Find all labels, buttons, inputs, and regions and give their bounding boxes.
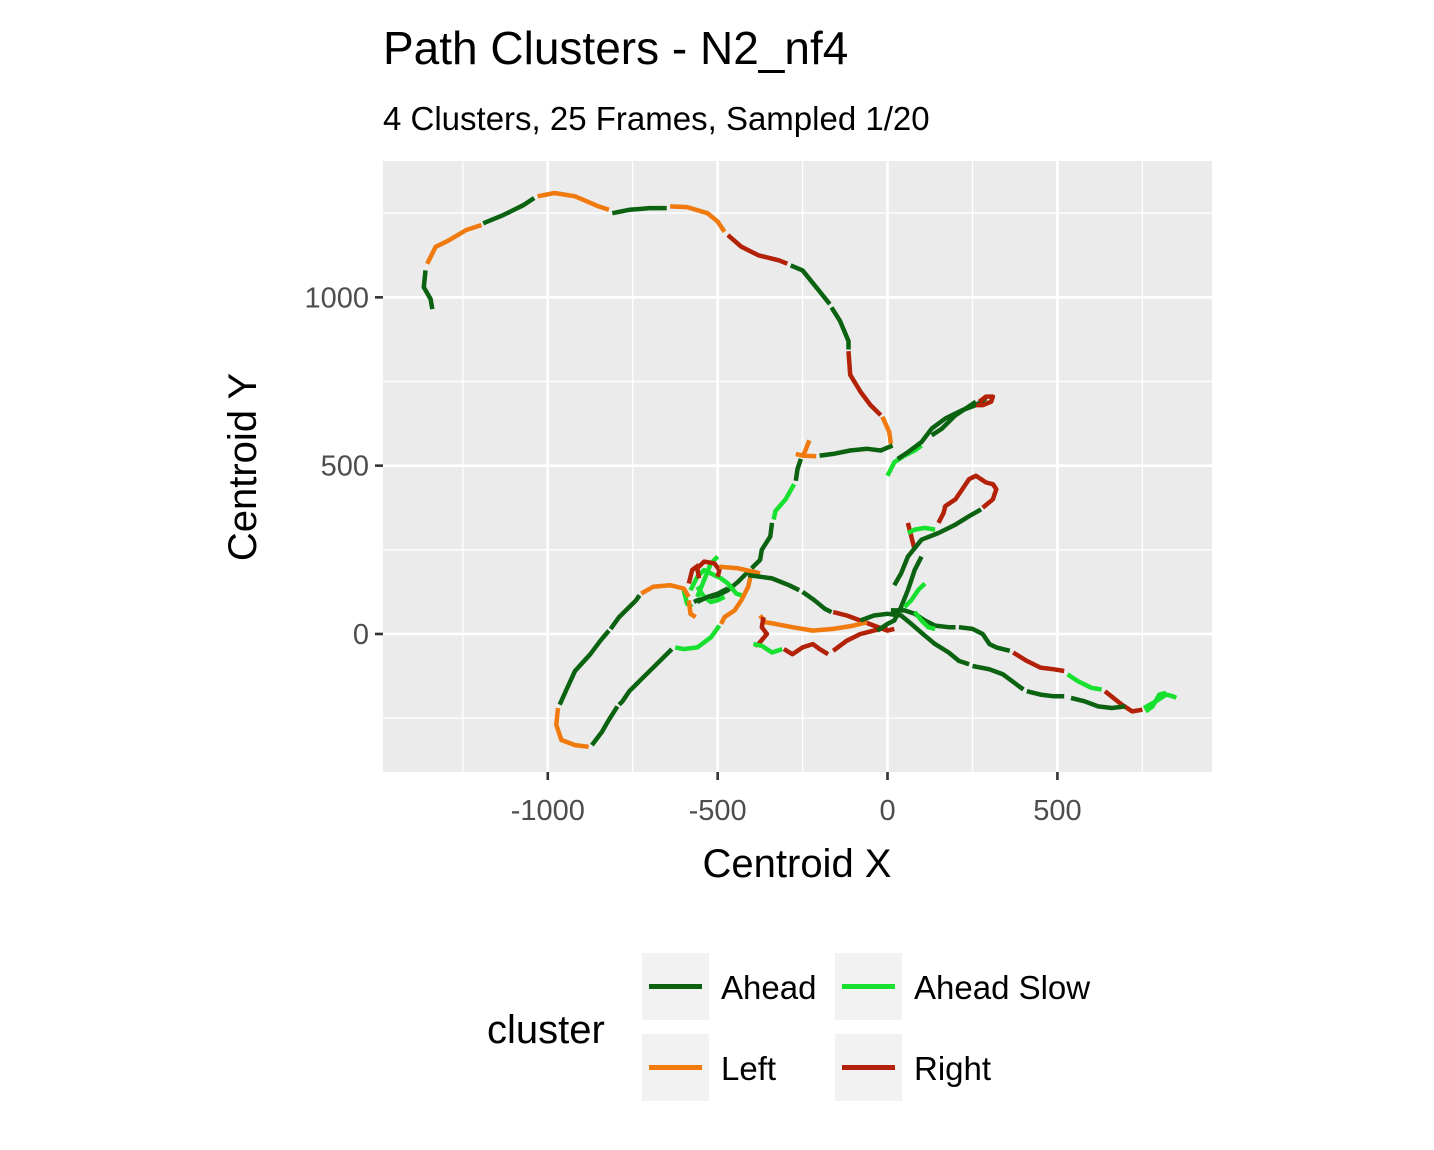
legend-title: cluster: [487, 1008, 605, 1052]
path-segment-ahead: [747, 572, 801, 593]
path-segment-ahead-slow: [674, 624, 722, 652]
x-axis-title: Centroid X: [703, 842, 892, 886]
path-segment-ahead-slow: [902, 581, 927, 609]
path-segment-right: [846, 351, 883, 417]
y-tick-label: 500: [321, 451, 369, 483]
path-segment-ahead: [793, 458, 804, 482]
path-segment-right: [905, 522, 917, 551]
path-segment-ahead: [930, 399, 978, 438]
path-segment-right: [1103, 689, 1143, 714]
path-segment-ahead: [482, 196, 536, 226]
x-tick-label: -500: [689, 795, 747, 827]
x-tick-label: -1000: [511, 795, 585, 827]
path-segment-ahead-slow: [771, 483, 797, 520]
path-segment-ahead-slow: [1144, 690, 1167, 714]
x-axis: -1000 -500 0 500: [511, 772, 1082, 827]
path-segment-ahead: [958, 624, 1011, 653]
x-tick-label: 500: [1033, 795, 1081, 827]
path-segment-right: [936, 473, 999, 524]
path-segment-right: [695, 559, 722, 579]
legend-label-ahead-slow: Ahead Slow: [914, 969, 1090, 1006]
path-segment-ahead: [819, 443, 894, 458]
path-segment-left: [800, 439, 812, 459]
path-segment-right: [726, 233, 789, 266]
path-segment-ahead: [829, 306, 851, 350]
x-tick-label: 0: [879, 795, 895, 827]
path-segment-ahead-slow: [912, 610, 936, 632]
legend: cluster Ahead Ahead Slow Left Right: [487, 953, 1090, 1101]
legend-items: Ahead Ahead Slow Left Right: [642, 953, 1090, 1101]
legend-item-ahead: Ahead: [642, 953, 816, 1020]
legend-item-left: Left: [642, 1034, 776, 1101]
path-segment-right: [686, 563, 701, 585]
path-segment-left: [719, 564, 761, 576]
path-segment-left: [537, 190, 610, 212]
path-segment-ahead: [876, 555, 924, 633]
path-segment-left: [670, 204, 727, 233]
y-axis: 0 500 1000: [304, 282, 383, 651]
path-segment-ahead: [896, 396, 988, 461]
path-segment-ahead: [890, 608, 956, 630]
path-segment-ahead: [611, 205, 667, 216]
path-segment-ahead: [1026, 689, 1065, 699]
path-segment-left: [686, 600, 697, 619]
path-segment-ahead: [590, 705, 620, 747]
legend-label-left: Left: [721, 1050, 776, 1087]
y-tick-label: 0: [353, 619, 369, 651]
path-segment-ahead: [557, 629, 611, 706]
path-segment-ahead: [608, 594, 642, 631]
path-lines: [421, 190, 1178, 750]
path-segment-ahead-slow: [906, 525, 936, 536]
path-segment-left: [425, 222, 483, 265]
path-segment-ahead: [696, 586, 729, 605]
legend-label-ahead: Ahead: [721, 969, 816, 1006]
legend-item-ahead-slow: Ahead Slow: [835, 953, 1090, 1020]
path-segment-ahead-slow: [1066, 672, 1102, 692]
path-segment-left: [640, 582, 691, 599]
path-segment-ahead: [750, 522, 775, 570]
path-segment-left: [554, 707, 589, 750]
path-segment-ahead-slow: [695, 585, 726, 605]
path-segment-left: [758, 614, 868, 633]
path-segment-ahead: [1070, 695, 1126, 711]
chart-subtitle: 4 Clusters, 25 Frames, Sampled 1/20: [383, 100, 930, 137]
legend-item-right: Right: [835, 1034, 991, 1101]
path-segment-left: [880, 415, 894, 445]
legend-label-right: Right: [914, 1050, 991, 1087]
path-segment-right: [782, 641, 830, 657]
path-segment-right: [1012, 650, 1065, 674]
path-segment-ahead: [972, 663, 1025, 692]
path-segment-ahead: [859, 611, 970, 667]
path-segment-right: [975, 394, 996, 408]
chart-title: Path Clusters - N2_nf4: [383, 22, 848, 74]
path-segment-ahead: [617, 647, 674, 707]
path-segment-ahead: [801, 590, 833, 615]
y-axis-title: Centroid Y: [221, 373, 265, 561]
path-segment-ahead: [789, 263, 832, 306]
path-segment-ahead: [421, 270, 435, 310]
y-tick-label: 1000: [304, 282, 369, 314]
path-segment-left: [719, 571, 754, 625]
path-segment-ahead: [892, 507, 983, 587]
path-segment-ahead-slow: [752, 641, 783, 655]
